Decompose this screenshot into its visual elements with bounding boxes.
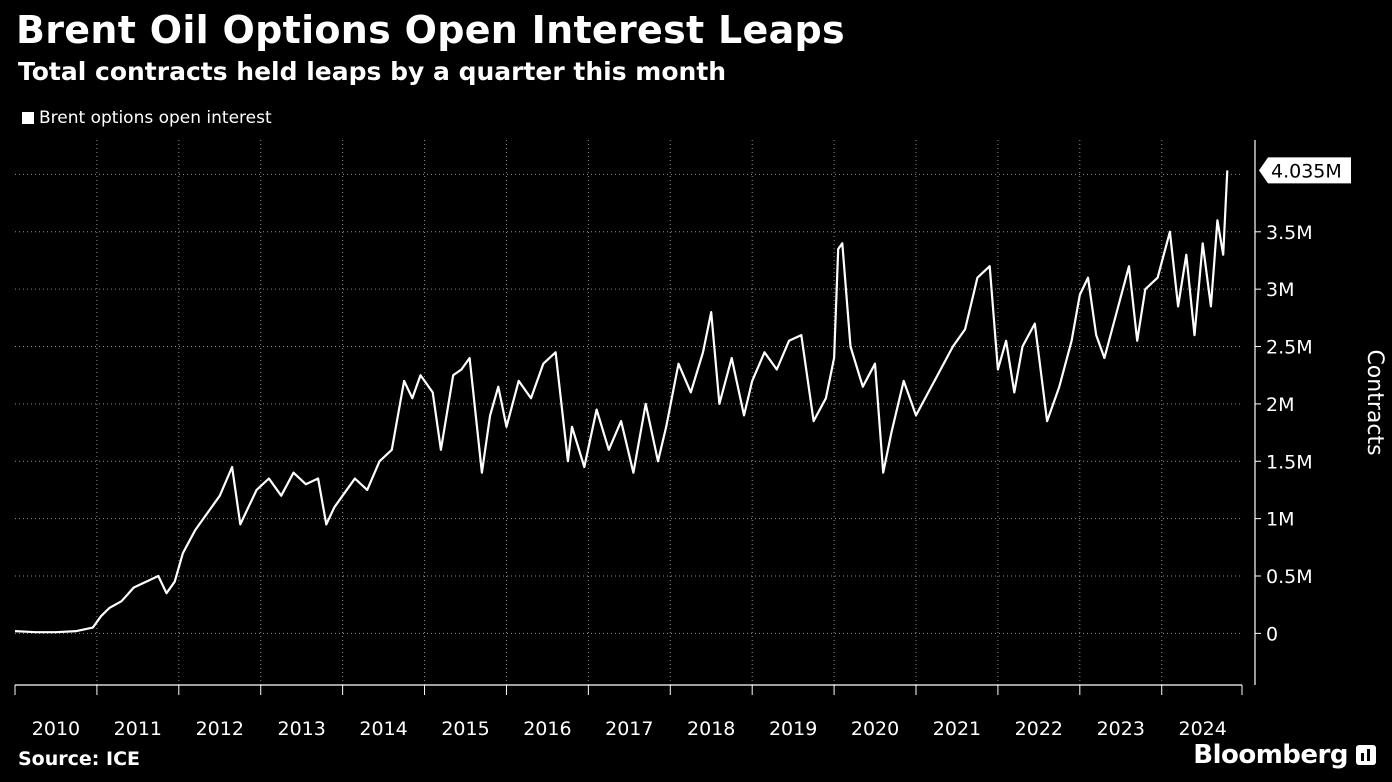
chart-subtitle: Total contracts held leaps by a quarter … <box>18 57 727 86</box>
y-tick-label: 3M <box>1266 279 1294 301</box>
x-tick-label: 2021 <box>933 718 981 740</box>
y-axis-title: Contracts <box>1362 349 1387 455</box>
x-tick-label: 2019 <box>769 718 817 740</box>
bloomberg-chart-icon <box>1356 745 1376 765</box>
x-tick-label: 2023 <box>1097 718 1145 740</box>
legend-label: Brent options open interest <box>39 108 272 128</box>
y-tick-label: 2.5M <box>1266 337 1313 359</box>
x-tick-label: 2017 <box>605 718 653 740</box>
y-tick-label: 0 <box>1266 623 1278 645</box>
y-tick-label: 0.5M <box>1266 566 1313 588</box>
series-line-brent-options <box>14 170 1229 634</box>
legend: Brent options open interest <box>22 108 272 128</box>
grid-layer <box>15 140 1242 685</box>
y-tick-label: 2M <box>1266 394 1294 416</box>
series-layer <box>14 170 1229 634</box>
brand-name: Bloomberg <box>1193 740 1348 770</box>
label-layer: 0 0.5M 1M 1.5M 2M 2.5M 3M 3.5M 2010 2011 2012 2013 2… <box>32 157 1387 740</box>
x-tick-label: 2012 <box>196 718 244 740</box>
x-tick-label: 2010 <box>32 718 80 740</box>
y-tick-label: 1M <box>1266 509 1294 531</box>
x-tick-label: 2020 <box>851 718 899 740</box>
x-tick-label: 2024 <box>1179 718 1227 740</box>
chart-title: Brent Oil Options Open Interest Leaps <box>16 8 845 52</box>
x-tick-label: 2013 <box>278 718 326 740</box>
y-tick-label: 3.5M <box>1266 222 1313 244</box>
axis-layer <box>14 140 1261 695</box>
x-tick-label: 2015 <box>441 718 489 740</box>
x-tick-label: 2011 <box>114 718 162 740</box>
x-tick-label: 2018 <box>687 718 735 740</box>
last-value-label: 4.035M <box>1271 160 1342 182</box>
y-tick-label: 1.5M <box>1266 451 1313 473</box>
legend-swatch <box>22 112 34 124</box>
x-tick-label: 2022 <box>1015 718 1063 740</box>
x-tick-label: 2014 <box>359 718 407 740</box>
bloomberg-logo: Bloomberg <box>1193 740 1376 770</box>
last-value-callout <box>1259 157 1351 184</box>
x-tick-label: 2016 <box>523 718 571 740</box>
source-note: Source: ICE <box>18 748 140 770</box>
